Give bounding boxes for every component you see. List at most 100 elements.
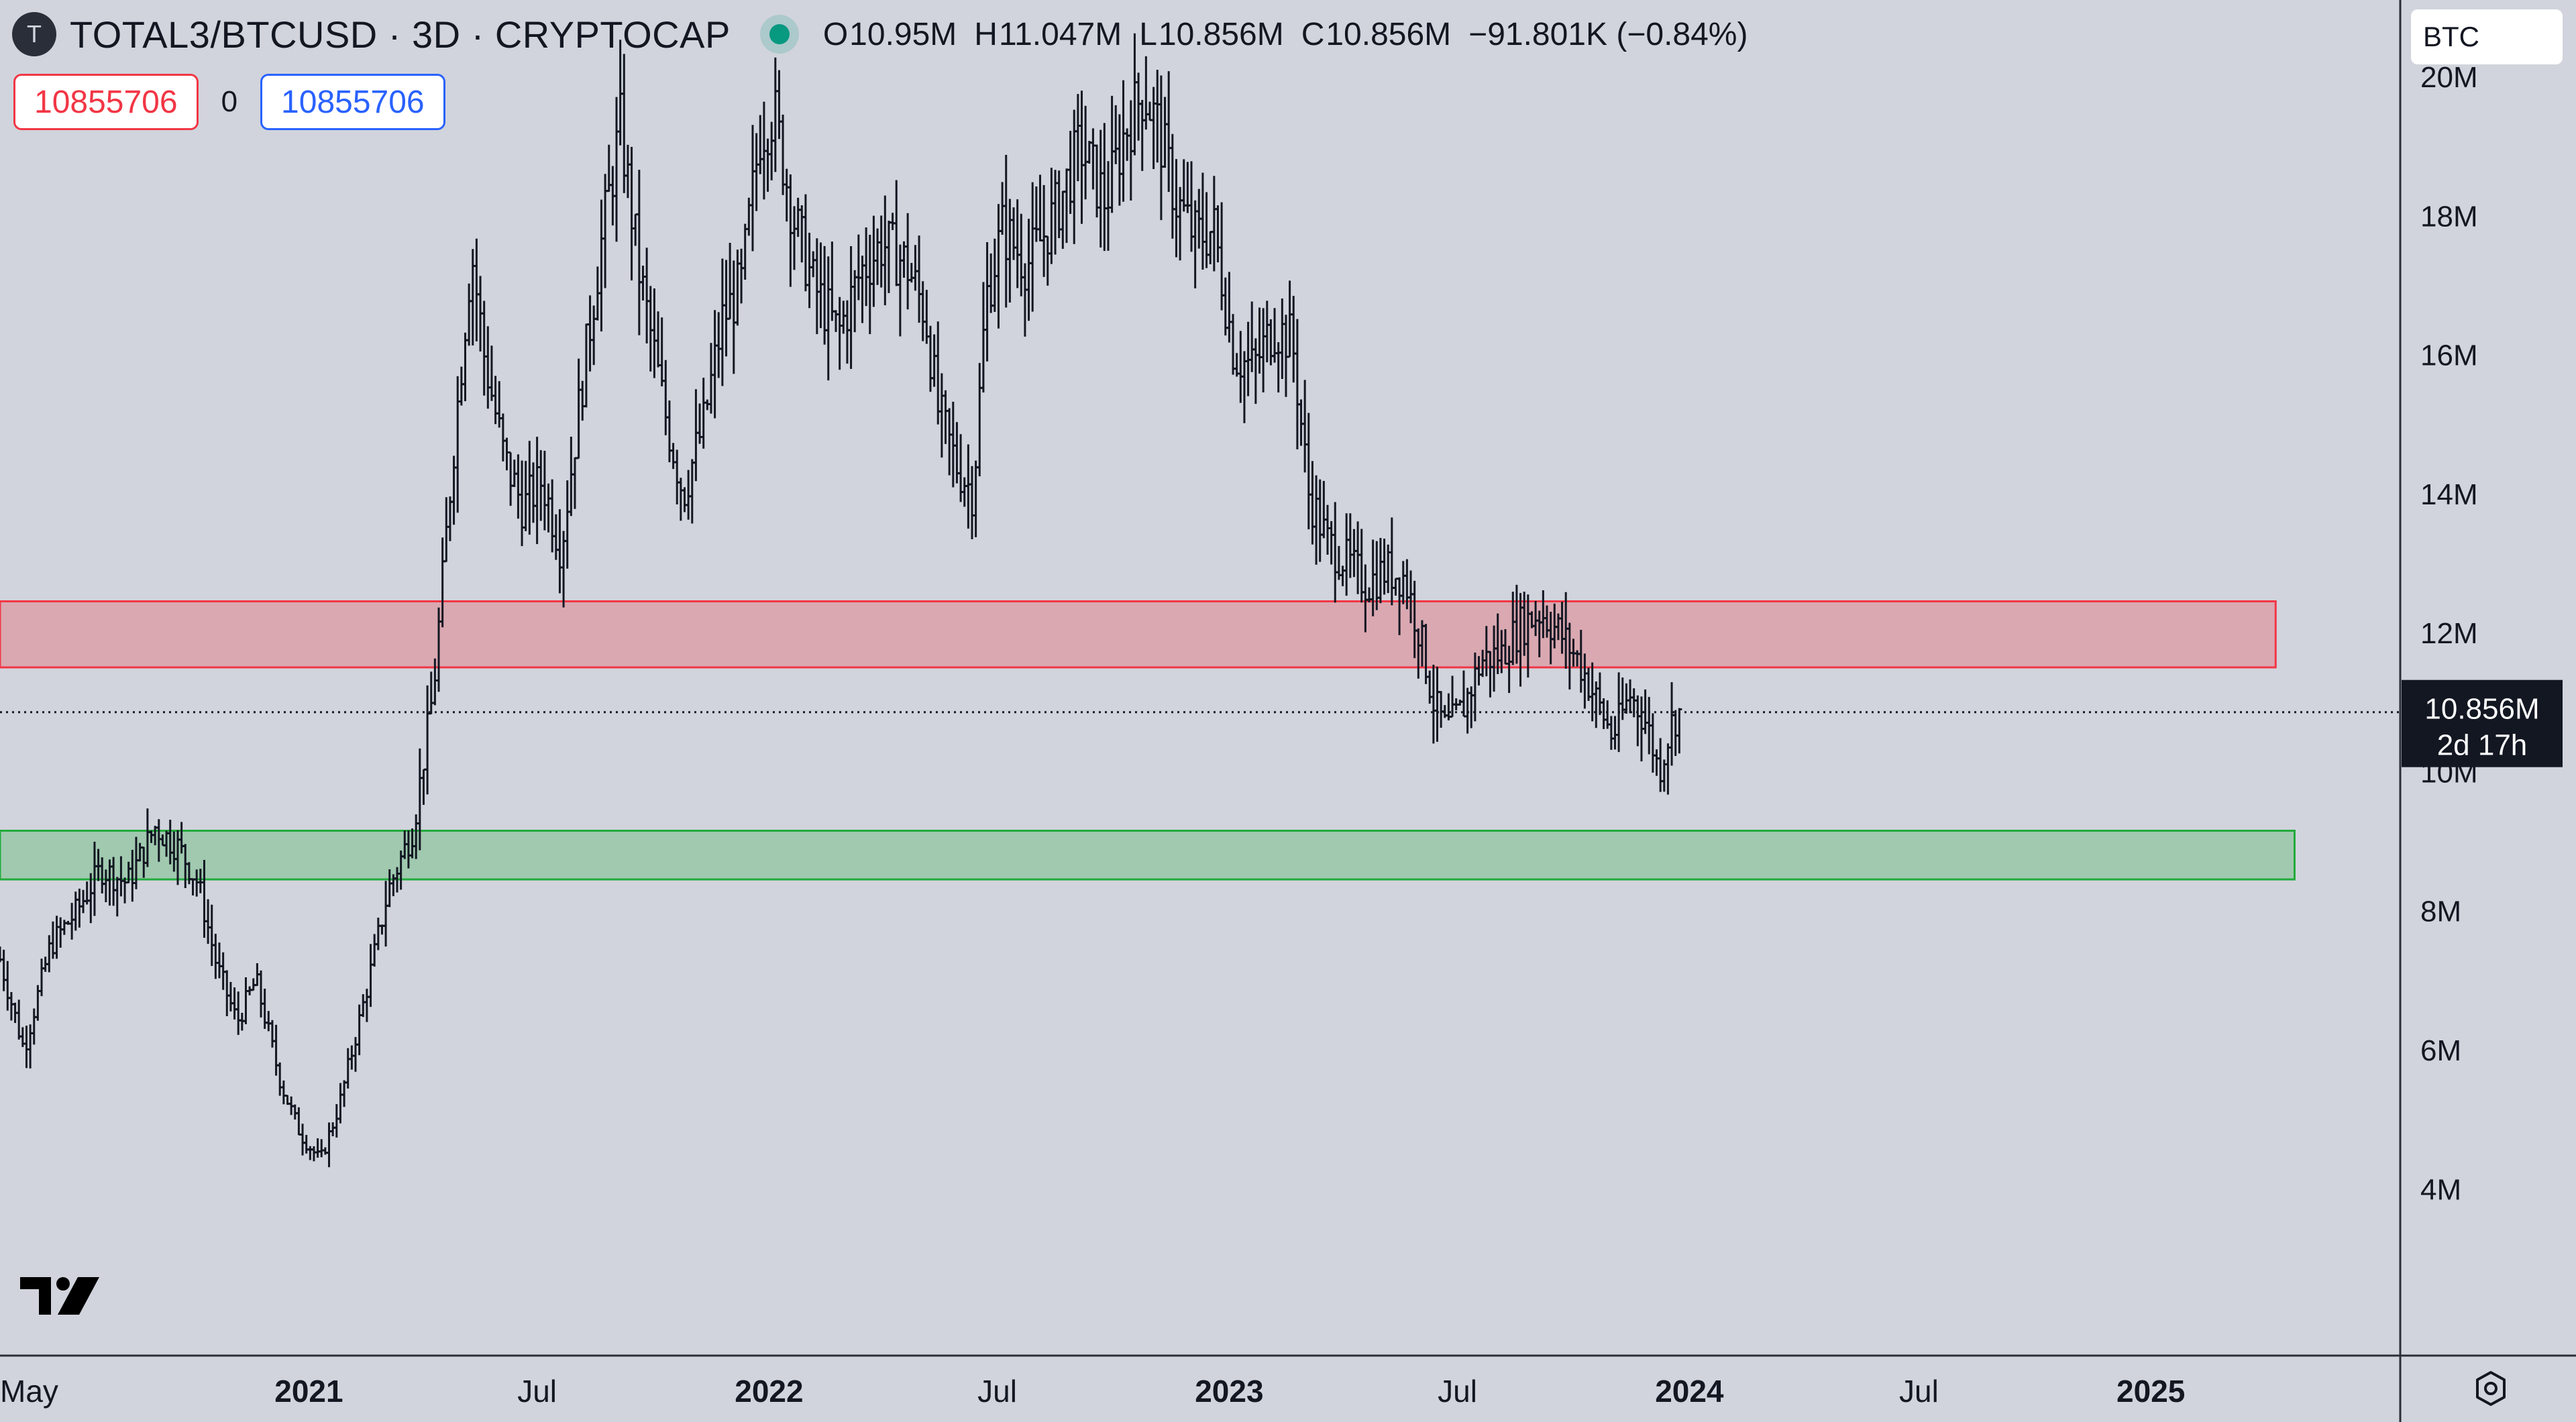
ohlc-bar	[935, 321, 941, 425]
ohlc-bar	[1143, 56, 1149, 130]
ohlc-bar	[965, 444, 971, 529]
ohlc-bar	[1427, 670, 1433, 704]
ohlc-bar	[753, 133, 759, 211]
ohlc-bar	[451, 455, 457, 525]
ohlc-bar	[689, 459, 695, 524]
ohlc-bar	[114, 877, 120, 917]
ohlc-bar	[1430, 664, 1436, 744]
ohlc-bar	[984, 242, 990, 362]
ohlc-bar	[1272, 308, 1278, 363]
ohlc-bar	[1393, 578, 1399, 596]
ohlc-bar	[1298, 399, 1304, 446]
ohlc-bar	[1014, 199, 1020, 288]
ohlc-bar	[682, 487, 688, 512]
ohlc-bar	[837, 296, 843, 370]
ohlc-bar	[1627, 679, 1633, 714]
ohlc-bar	[549, 479, 555, 553]
ohlc-bar	[1597, 672, 1603, 715]
ohlc-low-value: 10.856M	[1158, 16, 1284, 52]
ohlc-bar	[1169, 133, 1175, 239]
ohlc-bar	[670, 443, 676, 470]
ohlc-bar	[349, 1045, 355, 1070]
ohlc-bar	[1097, 129, 1104, 248]
ohlc-bar	[1189, 161, 1195, 252]
ohlc-bar	[1102, 123, 1108, 252]
symbol-logo-icon[interactable]: T	[12, 12, 56, 56]
time-tick-label: May	[0, 1374, 58, 1409]
ohlc-bar	[742, 223, 748, 280]
ohlc-bar	[1041, 184, 1047, 277]
gear-icon[interactable]	[2471, 1368, 2511, 1409]
ohlc-bar	[894, 180, 900, 286]
buy-button[interactable]: 10855706	[260, 74, 445, 130]
ohlc-bar	[996, 204, 1002, 329]
ohlc-bar	[916, 235, 922, 323]
ohlc-bar	[508, 451, 514, 506]
ohlc-bar	[1252, 338, 1258, 404]
ohlc-bar	[72, 891, 78, 931]
ohlc-bar	[39, 959, 45, 997]
ohlc-bar	[333, 1104, 339, 1138]
tradingview-logo-icon[interactable]	[20, 1274, 101, 1317]
currency-selector[interactable]: BTC	[2411, 9, 2563, 64]
ohlc-bar	[772, 57, 778, 172]
ohlc-bar	[515, 454, 521, 519]
sell-button[interactable]: 10855706	[13, 74, 199, 130]
ohlc-bar	[625, 144, 631, 199]
ohlc-bar	[875, 228, 881, 285]
ohlc-bar	[1094, 144, 1100, 218]
ohlc-open: O10.95M	[823, 16, 957, 53]
ohlc-bar	[5, 961, 11, 1011]
ohlc-bar	[818, 242, 824, 329]
ohlc-bar	[890, 213, 896, 230]
time-tick-label: 2022	[735, 1374, 803, 1409]
time-tick-label: Jul	[1438, 1374, 1477, 1409]
ohlc-bar	[882, 195, 888, 306]
price-tick-label: 14M	[2420, 478, 2478, 511]
ohlc-bar	[504, 437, 510, 471]
ohlc-bar	[810, 251, 816, 278]
ohlc-bar	[897, 244, 903, 337]
ohlc-bar	[1199, 172, 1205, 270]
ohlc-bar	[629, 146, 635, 281]
ohlc-bar	[1351, 529, 1357, 578]
ohlc-bar	[735, 250, 741, 326]
spread-value: 0	[221, 85, 238, 118]
ohlc-bar	[1389, 517, 1395, 606]
ohlc-bar	[266, 1011, 272, 1032]
ohlc-bar	[1158, 75, 1164, 221]
ohlc-values: O10.95M H11.047M L10.856M C10.856M −91.8…	[823, 16, 1748, 53]
ohlc-bar	[227, 981, 233, 1011]
symbol-title[interactable]: TOTAL3/BTCUSD · 3D · CRYPTOCAP	[70, 13, 731, 56]
ohlc-bar	[1302, 380, 1308, 473]
ohlc-bar	[1601, 698, 1607, 729]
ohlc-bar	[1434, 666, 1440, 742]
ohlc-bar	[746, 197, 752, 236]
ohlc-bar	[76, 888, 83, 928]
market-status-icon[interactable]	[769, 24, 790, 44]
ohlc-bar	[636, 170, 642, 335]
ohlc-bar	[1011, 207, 1017, 260]
ohlc-bar	[470, 249, 476, 345]
ohlc-bar	[1139, 100, 1145, 171]
ohlc-bar	[1215, 205, 1221, 263]
ohlc-bar	[878, 215, 884, 288]
ohlc-bar	[1071, 109, 1077, 244]
ohlc-bar	[908, 262, 914, 283]
ohlc-bar	[863, 227, 869, 307]
ohlc-bar	[488, 345, 494, 401]
time-axis[interactable]: May 2021 Jul 2022 Jul 2023 Jul 2024 Jul 2025	[0, 1374, 2185, 1409]
ohlc-bar	[825, 256, 831, 381]
ohlc-bar	[1162, 97, 1168, 168]
ohlc-bar	[686, 470, 692, 520]
ohlc-bar	[500, 413, 506, 461]
ohlc-bar	[647, 286, 653, 372]
ohlc-bar	[693, 389, 699, 482]
ohlc-bar	[1044, 235, 1051, 286]
ohlc-bar	[561, 531, 567, 608]
ohlc-bar	[545, 483, 551, 533]
ohlc-bar	[977, 363, 983, 477]
ohlc-bar	[587, 295, 593, 372]
